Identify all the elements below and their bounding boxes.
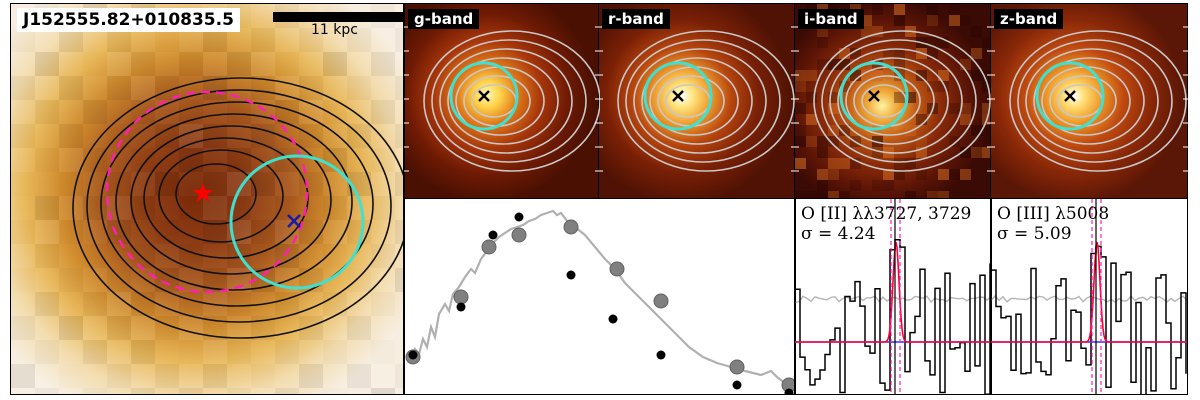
contour-line xyxy=(854,76,920,126)
contour-line xyxy=(666,85,710,117)
oii-sigma: σ = 4.24 xyxy=(801,225,876,244)
band-label-0: g-band xyxy=(408,9,479,29)
contour-line xyxy=(440,49,572,153)
contour-line xyxy=(1026,49,1158,153)
oiii-spectrum-panel: O [III] λ5008 σ = 5.09 xyxy=(990,198,1188,395)
band-label-1: r-band xyxy=(602,9,670,29)
scale-bar xyxy=(273,12,404,22)
contour-line xyxy=(1050,76,1116,126)
band-label-2: i-band xyxy=(798,9,864,29)
band-overlay-2: i-band xyxy=(794,3,992,199)
main-image-panel: J152555.82+010835.5 11 kpc xyxy=(10,3,404,395)
band-contours-1 xyxy=(598,3,796,199)
band-overlay-3: z-band xyxy=(990,3,1188,199)
oiii-line-label: O [III] λ5008 xyxy=(997,205,1109,224)
oii-line-label: O [II] λλ3727, 3729 xyxy=(801,205,971,224)
oiii-sigma: σ = 5.09 xyxy=(997,225,1072,244)
cross-icon xyxy=(479,91,489,101)
band-contours-2 xyxy=(794,3,992,199)
band-label-3: z-band xyxy=(994,9,1063,29)
contour-line xyxy=(862,85,906,117)
band-overlay-1: r-band xyxy=(598,3,796,199)
line-fit xyxy=(795,242,992,342)
contour-line xyxy=(464,76,530,126)
band-contours-0 xyxy=(404,3,600,199)
cross-icon xyxy=(869,91,879,101)
cross-icon xyxy=(673,91,683,101)
flux-spectrum xyxy=(991,246,1186,395)
contour-line xyxy=(1058,85,1102,117)
band-contours-3 xyxy=(990,3,1188,199)
sed-panel xyxy=(404,198,796,395)
scale-label: 11 kpc xyxy=(311,22,358,38)
contour-line xyxy=(634,49,766,153)
sed-plot xyxy=(405,199,796,395)
band-overlay-0: g-band xyxy=(404,3,600,199)
oii-spectrum-panel: O [II] λλ3727, 3729 σ = 4.24 xyxy=(794,198,992,395)
contour-line xyxy=(472,85,516,117)
error-spectrum xyxy=(991,296,1187,302)
contour-line xyxy=(658,76,724,126)
flux-spectrum xyxy=(795,240,990,394)
cross-icon xyxy=(1065,91,1075,101)
object-name: J152555.82+010835.5 xyxy=(17,8,240,32)
main-image xyxy=(11,4,404,395)
contour-line xyxy=(830,49,962,153)
error-spectrum xyxy=(795,296,991,302)
